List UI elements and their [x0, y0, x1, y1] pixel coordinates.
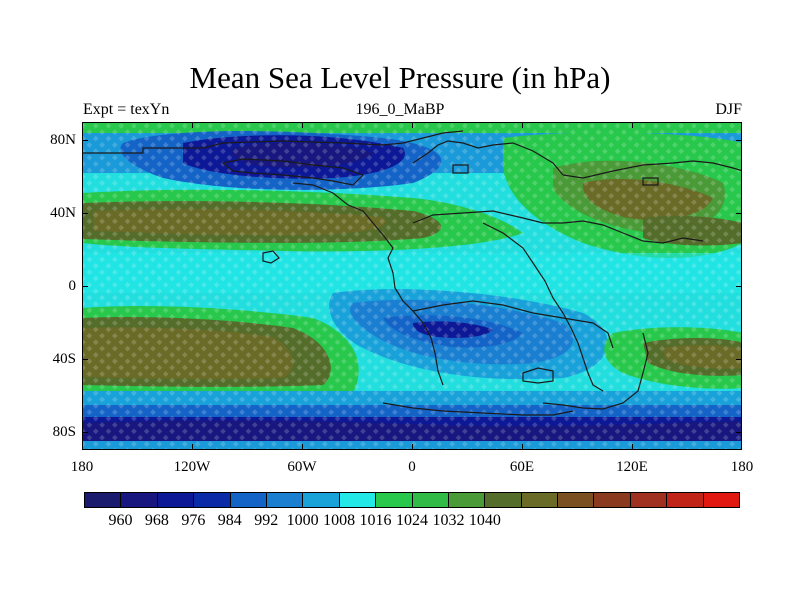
lat-tick-mark [82, 140, 88, 142]
lat-tick-label: 40N [50, 205, 76, 222]
colorbar-label: 1024 [396, 512, 428, 529]
lon-tick-mark [82, 122, 83, 128]
lat-tick-mark [736, 286, 742, 287]
colorbar-swatch [521, 493, 559, 507]
lon-tick-mark [522, 122, 523, 128]
colorbar-swatch [339, 493, 377, 507]
lon-tick-mark [522, 444, 523, 450]
colorbar-label: 1032 [432, 512, 465, 529]
colorbar-label: 1000 [286, 512, 319, 529]
lat-tick-mark [82, 358, 88, 360]
lat-tick-label: 40S [52, 350, 76, 367]
lon-tick-mark [741, 122, 742, 128]
lon-tick-mark [82, 444, 83, 450]
lat-tick-mark [736, 431, 742, 433]
colorbar-swatch [376, 493, 413, 507]
lat-tick-mark [736, 358, 742, 360]
colorbar-swatch [703, 493, 740, 507]
colorbar-swatch [594, 493, 631, 507]
lat-tick-mark [82, 286, 88, 287]
lon-tick-label: 120W [173, 459, 211, 475]
colorbar-swatch [230, 493, 267, 507]
lon-tick-mark [741, 444, 742, 450]
colorbar-label: 1016 [359, 512, 392, 529]
lon-tick-label: 60W [287, 459, 317, 475]
colorbar-swatch [157, 493, 195, 507]
lon-tick-label: 180 [730, 459, 754, 475]
lat-tick-mark [736, 213, 742, 215]
colorbar-swatch [558, 493, 595, 507]
lat-tick-label: 80S [52, 423, 76, 440]
coastline [83, 130, 741, 416]
colorbar-label: 1040 [468, 512, 501, 529]
lat-tick-label: 0 [68, 278, 77, 294]
lon-tick-mark [412, 122, 413, 128]
lon-tick-mark [632, 122, 633, 128]
lon-tick-mark [192, 444, 193, 450]
lon-tick-mark [412, 444, 413, 450]
lat-tick-label: 80N [50, 132, 76, 149]
plot-title: Mean Sea Level Pressure (in hPa) [189, 60, 611, 95]
lon-tick-mark [302, 444, 303, 450]
experiment-label: Expt = texYn [83, 101, 170, 118]
colorbar-swatch [266, 493, 304, 507]
lon-tick-label: 0 [408, 459, 416, 475]
colorbar [84, 492, 740, 508]
colorbar-swatch [412, 493, 449, 507]
lat-tick-mark [82, 431, 88, 433]
colorbar-swatch [485, 493, 522, 507]
pressure-field [83, 123, 741, 449]
lon-tick-label: 60E [509, 459, 535, 475]
lon-tick-mark [192, 122, 193, 128]
colorbar-label: 960 [108, 512, 133, 529]
pressure-map [82, 122, 742, 450]
lon-tick-mark [302, 122, 303, 128]
lon-tick-label: 180 [70, 459, 94, 475]
colorbar-swatch [448, 493, 486, 507]
lat-tick-mark [736, 140, 742, 142]
colorbar-swatch [667, 493, 704, 507]
lat-tick-mark [82, 213, 88, 215]
colorbar-swatch [85, 493, 122, 507]
colorbar-label: 992 [254, 512, 279, 529]
lon-tick-mark [632, 444, 633, 450]
colorbar-label: 984 [217, 512, 242, 529]
time-label: 196_0_MaBP [355, 101, 445, 118]
colorbar-swatch [303, 493, 340, 507]
colorbar-swatch [194, 493, 231, 507]
colorbar-swatch [630, 493, 668, 507]
lon-tick-label: 120E [616, 459, 648, 475]
colorbar-label: 968 [144, 512, 169, 529]
colorbar-label: 976 [181, 512, 206, 529]
colorbar-label: 1008 [323, 512, 356, 529]
colorbar-swatch [121, 493, 158, 507]
season-label: DJF [715, 101, 742, 118]
